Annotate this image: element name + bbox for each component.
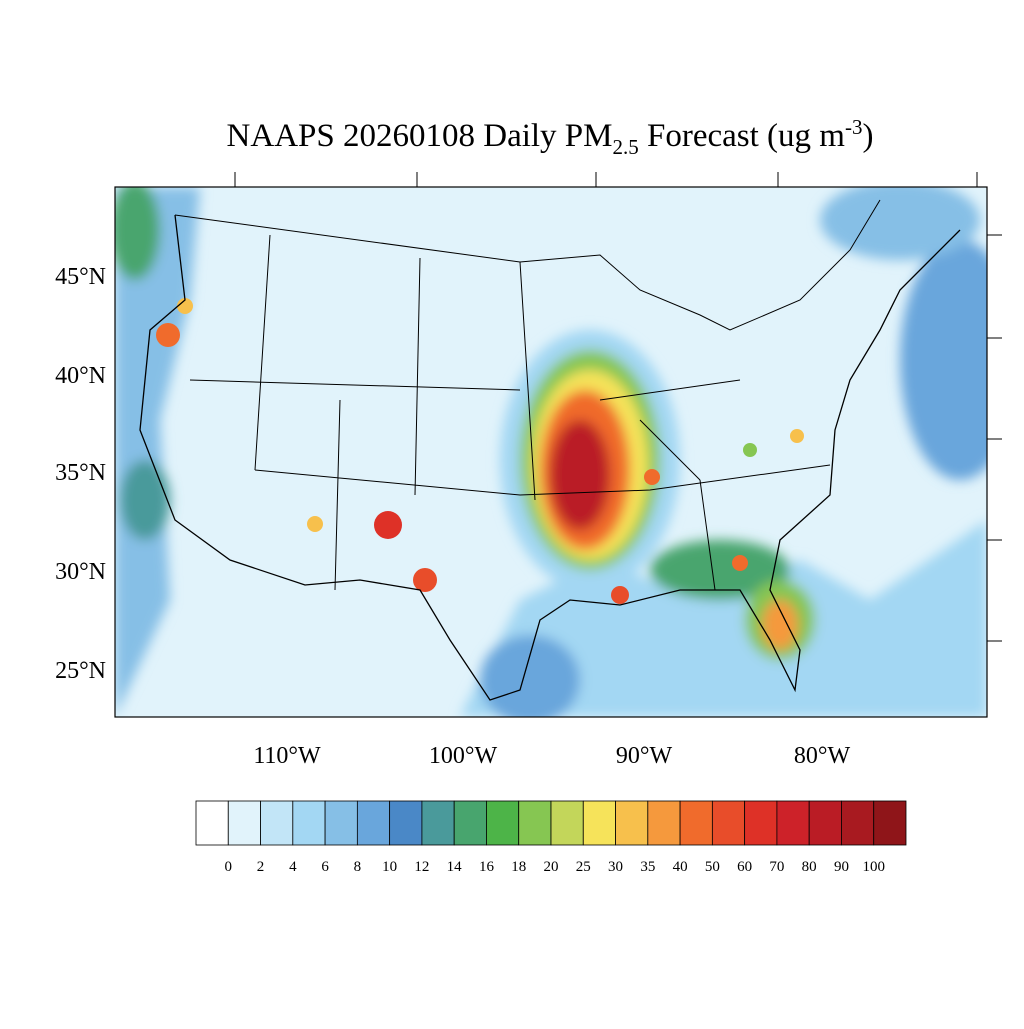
- colorbar-label: 4: [289, 859, 297, 875]
- colorbar-box: [647, 800, 681, 846]
- colorbar-box: [518, 800, 552, 846]
- colorbar-box: [453, 800, 487, 846]
- lon-label: 110°W: [253, 743, 321, 769]
- colorbar-label: 35: [640, 859, 655, 875]
- colorbar-box: [292, 800, 326, 846]
- title-after: Forecast (ug m: [639, 118, 846, 154]
- lon-label: 80°W: [794, 743, 851, 769]
- title-main: NAAPS 20260108 Daily PM: [227, 118, 613, 154]
- boundaries: [139, 199, 961, 701]
- colorbar-box: [776, 800, 810, 846]
- colorbar-box: [324, 800, 358, 846]
- colorbar-label: 70: [769, 859, 784, 875]
- colorbar-box: [389, 800, 423, 846]
- colorbar-box: [711, 800, 746, 846]
- colorbar-box: [615, 800, 649, 846]
- map-field: [115, 187, 987, 717]
- lon-label: 100°W: [429, 743, 498, 769]
- colorbar-label: 50: [705, 859, 720, 875]
- colorbar-label: 20: [544, 859, 559, 875]
- colorbar-box: [356, 800, 391, 846]
- colorbar-box: [227, 800, 261, 846]
- title-close: ): [862, 118, 873, 154]
- colorbar-label: 16: [479, 859, 495, 875]
- hot-spots: [156, 298, 804, 604]
- colorbar-label: 10: [382, 859, 397, 875]
- colorbar-label: 100: [862, 859, 885, 875]
- colorbar-box: [873, 800, 907, 846]
- colorbar-box: [582, 800, 616, 846]
- lat-label: 45°N: [55, 264, 106, 290]
- lat-label: 25°N: [55, 658, 106, 684]
- colorbar-box: [421, 800, 455, 846]
- colorbar-box: [260, 800, 294, 846]
- colorbar-label: 80: [802, 859, 817, 875]
- map-frame: [114, 186, 988, 718]
- colorbar-box: [744, 800, 778, 846]
- colorbar-label: 0: [225, 859, 233, 875]
- colorbar-label: 60: [737, 859, 752, 875]
- colorbar-label: 12: [414, 859, 429, 875]
- colorbar-label: 2: [257, 859, 265, 875]
- colorbar-label: 90: [834, 859, 849, 875]
- colorbar-box: [679, 800, 713, 846]
- colorbar-box: [841, 800, 875, 846]
- colorbar-label: 8: [354, 859, 362, 875]
- colorbar-label: 25: [576, 859, 591, 875]
- lon-label: 90°W: [616, 743, 673, 769]
- colorbar-box: [808, 800, 842, 846]
- colorbar-label: 6: [321, 859, 329, 875]
- colorbar-box: [195, 800, 229, 846]
- colorbar-box: [550, 800, 584, 846]
- lat-label: 40°N: [55, 363, 106, 389]
- lat-label: 30°N: [55, 559, 106, 585]
- colorbar-box: [486, 800, 520, 846]
- colorbar-label: 40: [673, 859, 688, 875]
- title-sub: 2.5: [613, 135, 639, 159]
- title-sup: -3: [845, 115, 863, 139]
- lat-label: 35°N: [55, 460, 106, 486]
- ticks: [234, 172, 1002, 642]
- colorbar-label: 18: [511, 859, 526, 875]
- title: NAAPS 20260108 Daily PM2.5 Forecast (ug …: [227, 115, 874, 159]
- colorbar-label: 14: [447, 859, 463, 875]
- colorbar-label: 30: [608, 859, 623, 875]
